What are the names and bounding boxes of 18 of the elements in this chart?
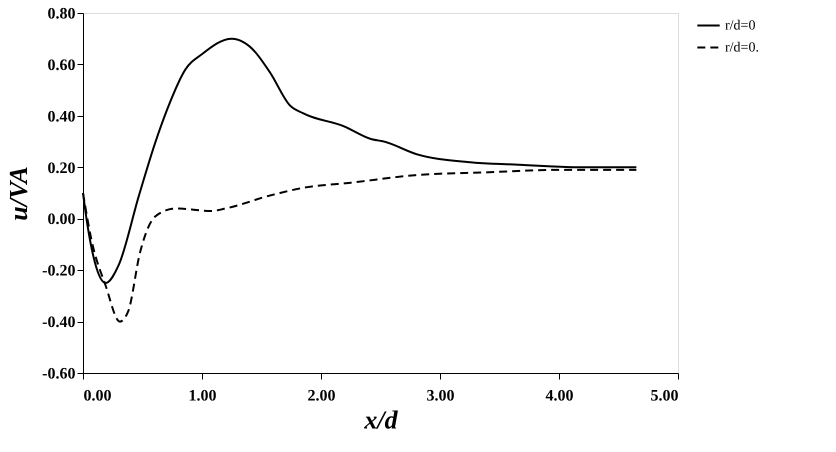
y-tick-label: -0.20: [42, 262, 76, 280]
y-tick-label: -0.40: [42, 314, 76, 332]
y-tick-label: 0.20: [48, 160, 76, 177]
y-tick-label: 0.00: [48, 211, 76, 228]
x-tick-label: 2.00: [308, 388, 336, 404]
x-tick-label: 3.00: [426, 388, 454, 404]
x-tick-label: 5.00: [650, 388, 678, 404]
legend-label: r/d=0.: [725, 40, 759, 56]
x-axis-title: x/d: [363, 406, 399, 434]
y-axis-title: u/VA: [4, 166, 34, 221]
y-tick-label: 0.60: [48, 56, 76, 74]
x-tick-label: 0.00: [84, 388, 112, 404]
y-tick-label: 0.40: [48, 108, 76, 126]
y-tick-label: 0.80: [48, 6, 76, 22]
x-tick-label: 4.00: [546, 388, 574, 404]
x-tick-label: 1.00: [188, 388, 216, 404]
legend-label: r/d=0: [725, 18, 756, 34]
y-tick-label: -0.60: [42, 366, 76, 382]
